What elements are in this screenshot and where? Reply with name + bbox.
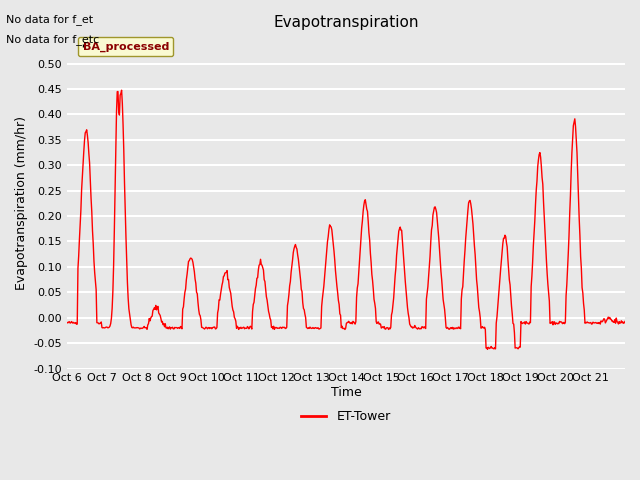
Legend: ET-Tower: ET-Tower [296,406,396,428]
Text: No data for f_et: No data for f_et [6,14,93,25]
Title: Evapotranspiration: Evapotranspiration [273,15,419,30]
X-axis label: Time: Time [331,386,362,399]
Y-axis label: Evapotranspiration (mm/hr): Evapotranspiration (mm/hr) [15,116,28,290]
Text: No data for f_etc: No data for f_etc [6,34,100,45]
